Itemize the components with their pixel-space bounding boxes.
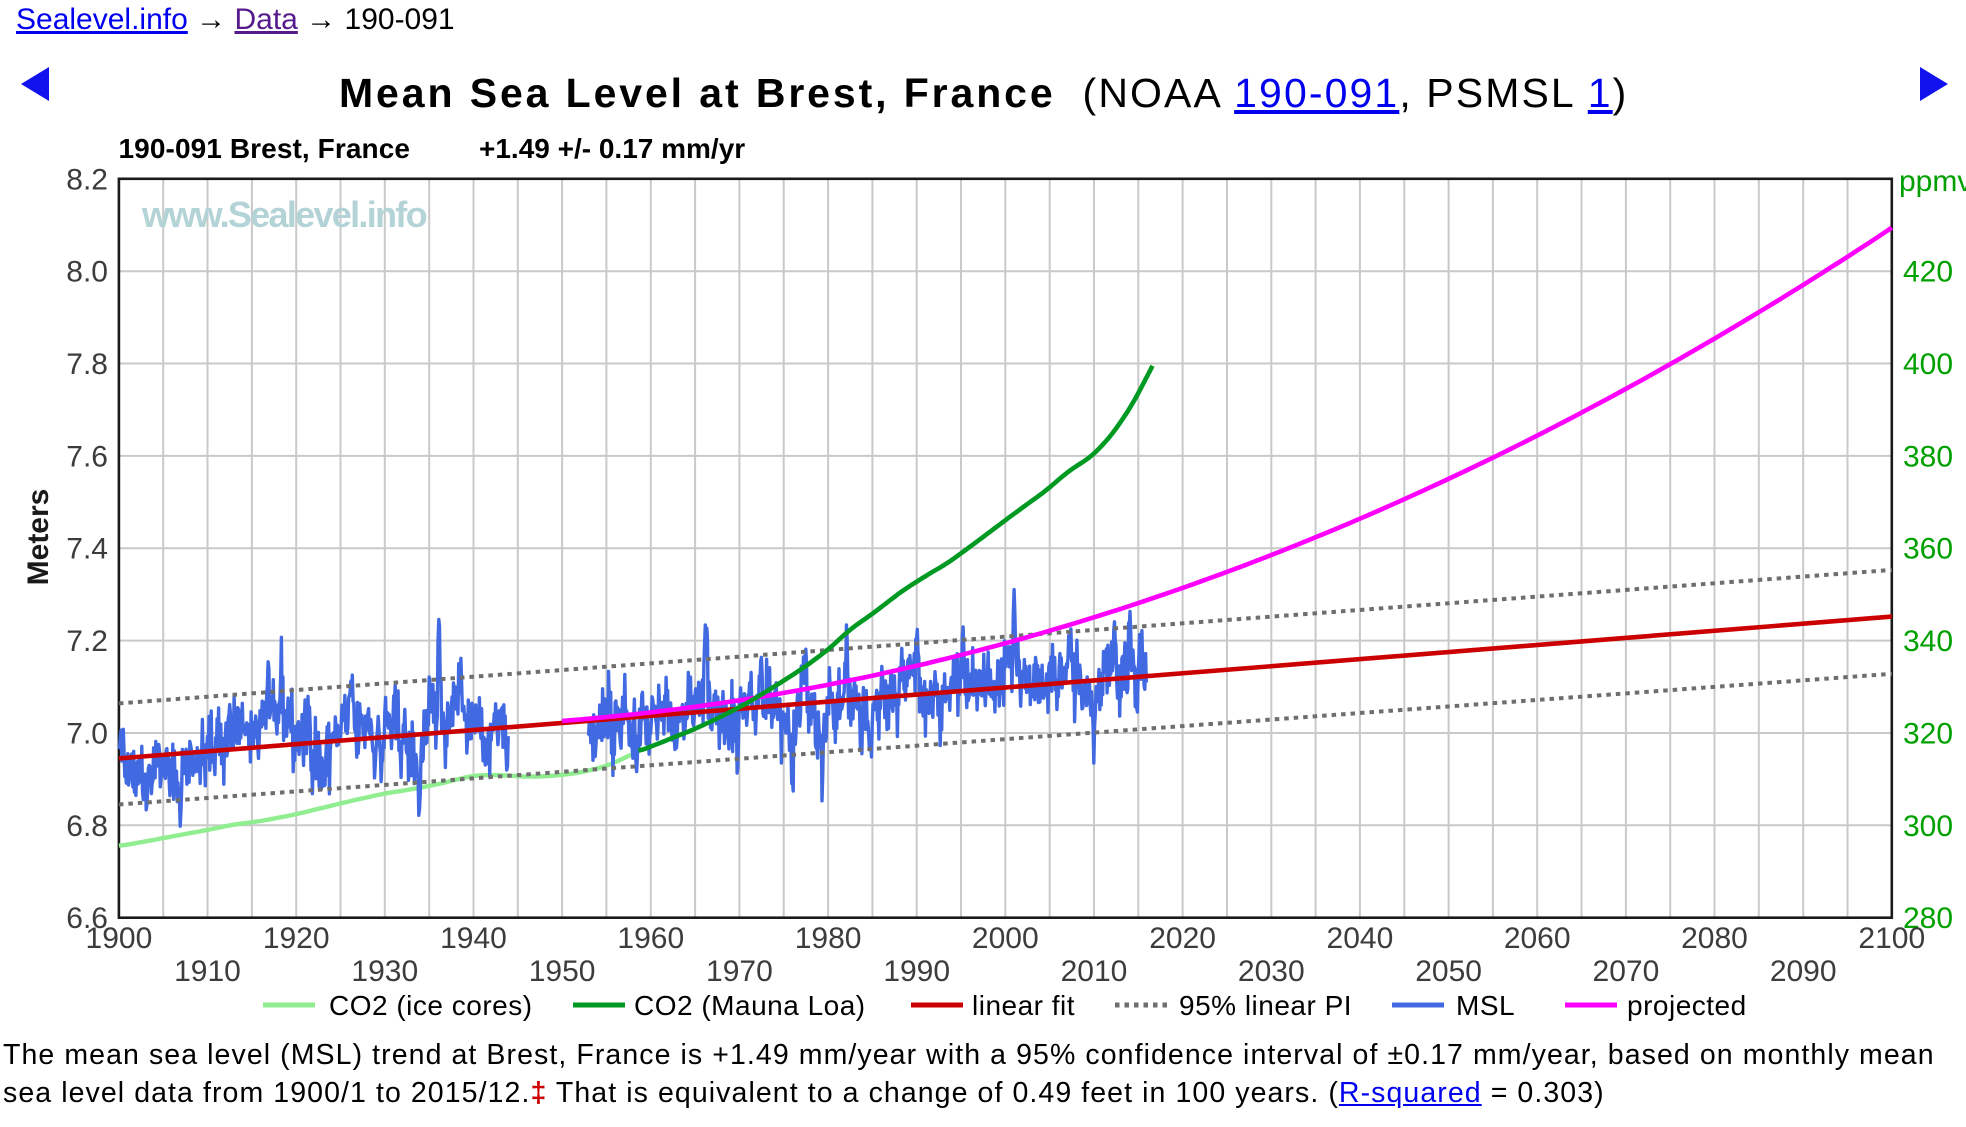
svg-text:www.Sealevel.info: www.Sealevel.info (141, 194, 427, 235)
svg-text:420: 420 (1903, 256, 1953, 289)
svg-text:CO2 (Mauna Loa): CO2 (Mauna Loa) (634, 990, 866, 1021)
svg-text:1990: 1990 (883, 955, 950, 988)
svg-text:1980: 1980 (795, 922, 862, 955)
svg-text:7.8: 7.8 (66, 348, 108, 381)
svg-text:projected: projected (1627, 990, 1747, 1021)
svg-text:300: 300 (1903, 810, 1953, 843)
svg-text:2060: 2060 (1504, 922, 1571, 955)
svg-text:2090: 2090 (1770, 955, 1837, 988)
svg-text:7.4: 7.4 (66, 533, 108, 566)
svg-text:6.6: 6.6 (66, 902, 108, 935)
svg-text:1920: 1920 (263, 922, 330, 955)
svg-text:linear fit: linear fit (972, 990, 1075, 1021)
svg-text:MSL: MSL (1456, 990, 1515, 1021)
svg-text:6.8: 6.8 (66, 810, 108, 843)
svg-text:8.0: 8.0 (66, 256, 108, 289)
svg-text:7.0: 7.0 (66, 718, 108, 751)
svg-text:380: 380 (1903, 440, 1953, 473)
svg-text:2030: 2030 (1238, 955, 1305, 988)
svg-text:2020: 2020 (1149, 922, 1216, 955)
svg-text:360: 360 (1903, 533, 1953, 566)
svg-text:1910: 1910 (174, 955, 241, 988)
svg-text:2000: 2000 (972, 922, 1039, 955)
svg-text:1940: 1940 (440, 922, 507, 955)
svg-text:1950: 1950 (529, 955, 596, 988)
svg-text:+1.49 +/- 0.17 mm/yr: +1.49 +/- 0.17 mm/yr (479, 133, 745, 164)
svg-text:2080: 2080 (1681, 922, 1748, 955)
svg-text:ppmv: ppmv (1899, 165, 1966, 198)
svg-text:1960: 1960 (617, 922, 684, 955)
svg-text:340: 340 (1903, 625, 1953, 658)
svg-text:Meters: Meters (22, 489, 55, 586)
svg-text:2070: 2070 (1593, 955, 1660, 988)
svg-text:2100: 2100 (1858, 922, 1925, 955)
svg-text:1930: 1930 (351, 955, 418, 988)
svg-text:1970: 1970 (706, 955, 773, 988)
svg-text:7.6: 7.6 (66, 440, 108, 473)
svg-text:1900: 1900 (86, 922, 153, 955)
svg-text:2010: 2010 (1061, 955, 1128, 988)
svg-text:280: 280 (1903, 902, 1953, 935)
svg-text:95% linear PI: 95% linear PI (1179, 990, 1352, 1021)
svg-text:7.2: 7.2 (66, 625, 108, 658)
svg-text:190-091 Brest, France: 190-091 Brest, France (119, 133, 411, 164)
svg-text:2040: 2040 (1327, 922, 1394, 955)
svg-text:400: 400 (1903, 348, 1953, 381)
svg-text:CO2 (ice cores): CO2 (ice cores) (329, 990, 533, 1021)
svg-text:320: 320 (1903, 718, 1953, 751)
svg-text:2050: 2050 (1415, 955, 1482, 988)
svg-text:8.2: 8.2 (66, 163, 108, 196)
